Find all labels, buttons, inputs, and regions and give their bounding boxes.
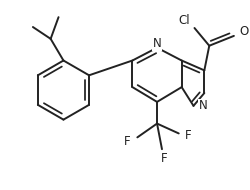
Text: N: N	[153, 37, 162, 50]
Text: F: F	[185, 129, 192, 142]
Text: F: F	[124, 135, 131, 148]
Text: Cl: Cl	[179, 14, 190, 27]
Text: O: O	[239, 25, 248, 38]
Text: F: F	[161, 152, 167, 165]
Text: N: N	[199, 99, 208, 112]
